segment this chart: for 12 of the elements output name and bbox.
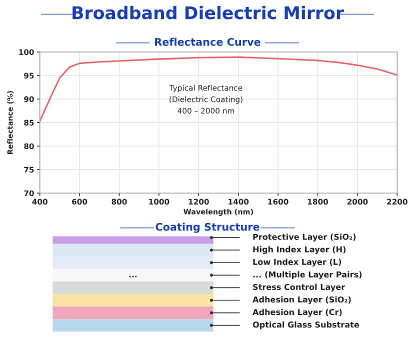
category-label: High Index Layer (H) xyxy=(253,246,346,254)
category-label: Optical Glass Substrate xyxy=(252,321,360,330)
chart-title: Broadband Dielectric Mirror xyxy=(72,6,344,20)
category-label: Adhesion Layer (SiO₂) xyxy=(252,296,351,304)
category-label: ... (Multiple Layer Pairs) xyxy=(253,271,362,280)
category-label: Stress Control Layer xyxy=(253,284,346,292)
chart-subtitle: Reflectance Curve xyxy=(155,38,260,46)
category-label: Low Index Layer (L) xyxy=(253,258,342,267)
line-series xyxy=(40,56,398,122)
text: Coating Structure xyxy=(156,222,260,233)
category-label: Protective Layer (SiO₂) xyxy=(253,234,356,242)
category-label: Adhesion Layer (Cr) xyxy=(252,308,342,317)
